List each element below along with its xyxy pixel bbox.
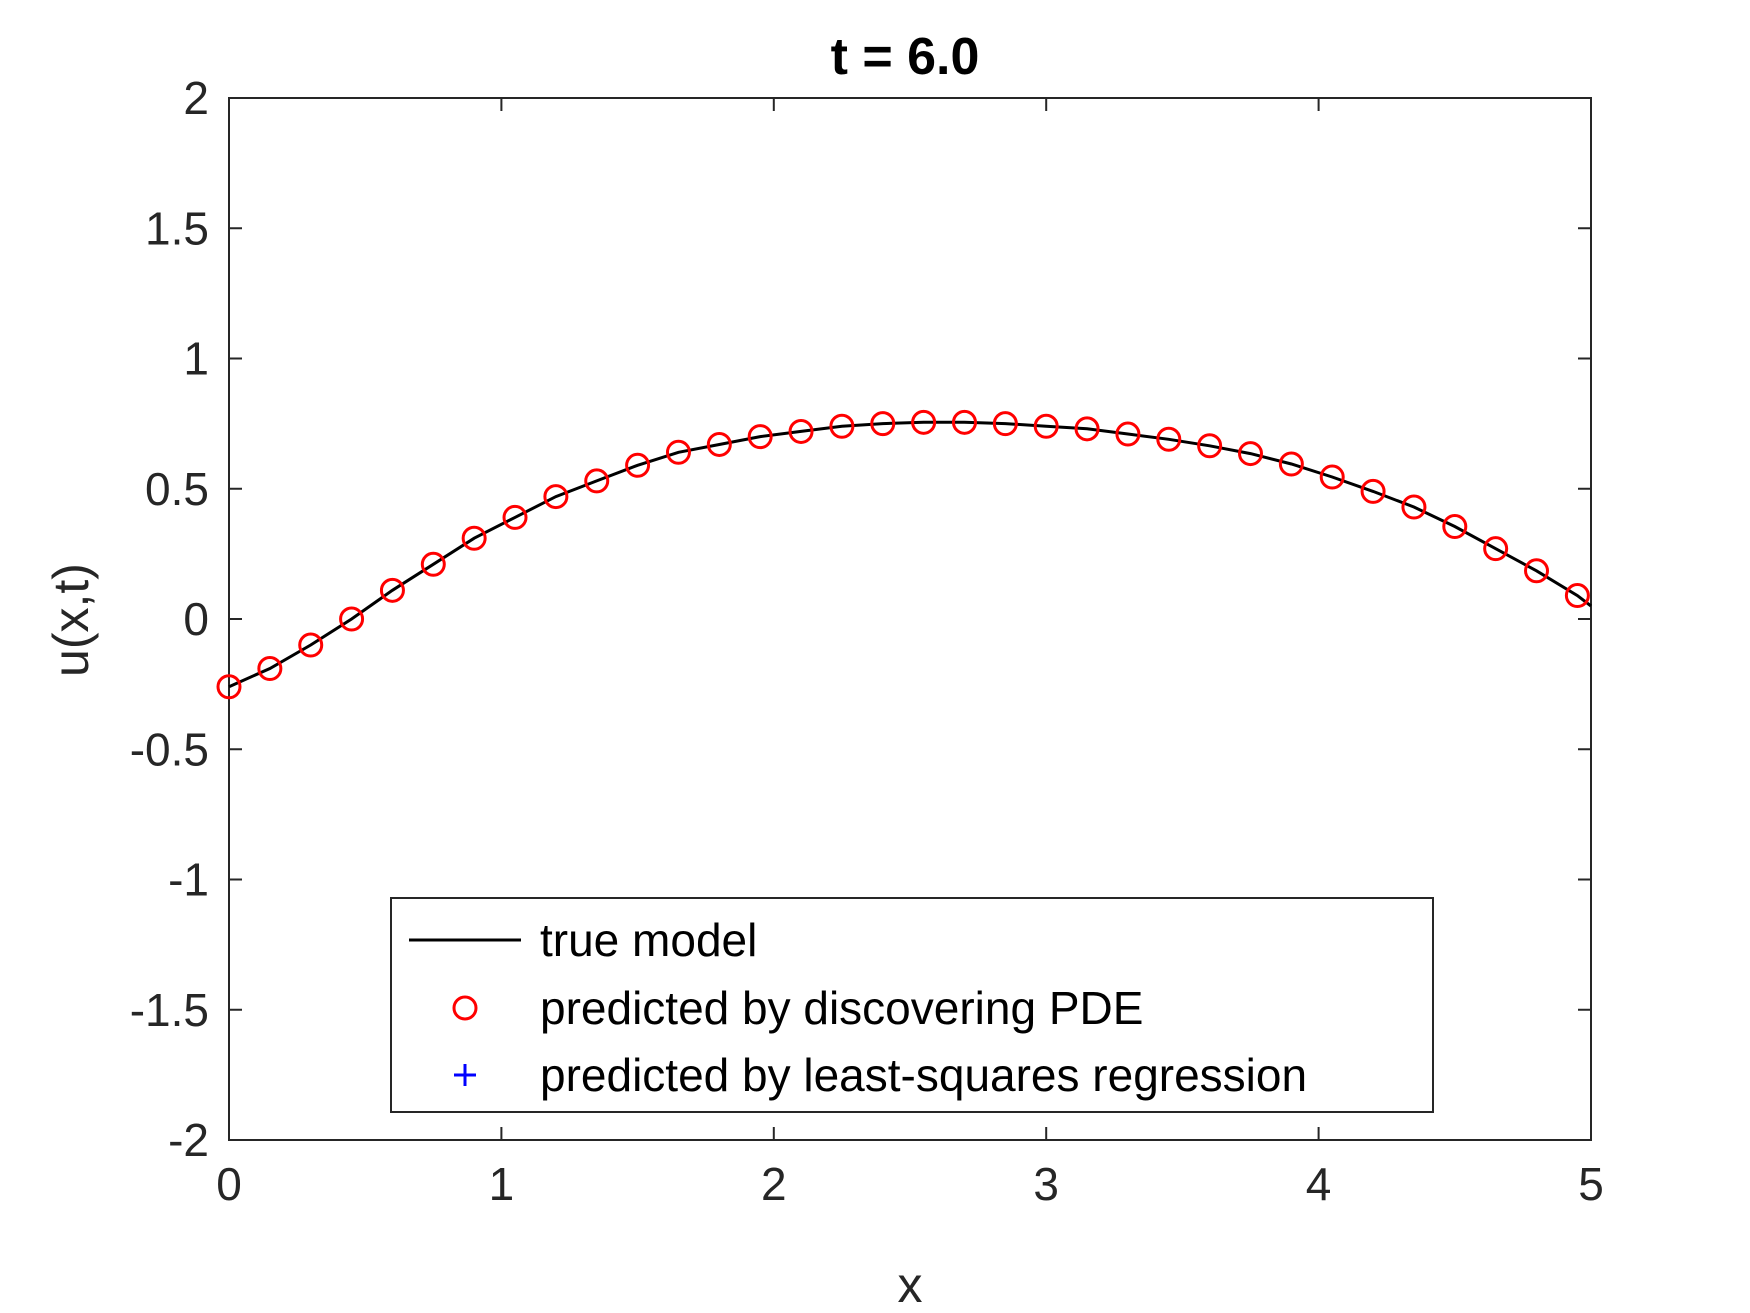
legend-icon-plus bbox=[454, 1064, 476, 1086]
data-point-circle bbox=[747, 424, 773, 450]
data-point-circle bbox=[1319, 464, 1345, 490]
data-point-circle bbox=[870, 411, 896, 437]
data-point-circle bbox=[665, 439, 691, 465]
data-point-circle bbox=[1238, 441, 1263, 467]
data-point-circle bbox=[1033, 413, 1059, 439]
data-point-circle bbox=[379, 577, 405, 603]
data-point-circle bbox=[543, 484, 569, 510]
data-point-circle bbox=[1401, 494, 1427, 520]
y-tick-label: 0.5 bbox=[145, 463, 209, 515]
data-point-circle bbox=[829, 413, 855, 439]
data-point-circle bbox=[1524, 558, 1550, 584]
y-tick-label: -0.5 bbox=[130, 723, 209, 775]
data-point-circle bbox=[706, 431, 732, 457]
data-point-circle bbox=[951, 409, 977, 435]
data-point-circle bbox=[1197, 433, 1223, 459]
data-point-circle bbox=[461, 525, 487, 551]
data-point-circle bbox=[1442, 514, 1468, 540]
y-tick-label: 1 bbox=[183, 333, 209, 385]
data-point-circle bbox=[502, 504, 528, 530]
data-point-circle bbox=[1115, 421, 1141, 447]
legend-box bbox=[390, 897, 1434, 1113]
y-tick-label: -2 bbox=[168, 1114, 209, 1166]
legend-entry-label: predicted by discovering PDE bbox=[540, 982, 1143, 1034]
legend-entry-label: true model bbox=[540, 914, 757, 966]
x-tick-label: 5 bbox=[1578, 1158, 1604, 1210]
data-point-circle bbox=[992, 411, 1018, 437]
series-line-true-model bbox=[228, 420, 1592, 689]
data-point-circle bbox=[1483, 536, 1509, 562]
data-point-circle bbox=[625, 452, 651, 478]
data-point-circle bbox=[1074, 416, 1100, 442]
data-point-circle bbox=[1156, 426, 1182, 452]
data-point-circle bbox=[257, 655, 283, 681]
y-tick-label: 2 bbox=[183, 72, 209, 124]
data-point-circle bbox=[298, 632, 324, 658]
x-tick-label: 2 bbox=[761, 1158, 787, 1210]
y-tick-label: -1.5 bbox=[130, 984, 209, 1036]
y-tick-label: 1.5 bbox=[145, 202, 209, 254]
y-tick-label: -1 bbox=[168, 854, 209, 906]
x-tick-label: 3 bbox=[1033, 1158, 1059, 1210]
x-tick-label: 4 bbox=[1306, 1158, 1332, 1210]
data-point-circle bbox=[911, 409, 937, 435]
legend: true model predicted by discovering PDE pr… bbox=[390, 897, 1434, 1113]
chart-title: t = 6.0 bbox=[831, 28, 980, 86]
y-tick-label: 0 bbox=[183, 593, 209, 645]
legend-icon-circle bbox=[452, 995, 478, 1021]
y-axis-title: u(x,t) bbox=[43, 563, 99, 677]
data-point-circle bbox=[216, 674, 242, 700]
data-point-circle bbox=[339, 606, 365, 632]
data-point-circle bbox=[1360, 478, 1386, 504]
data-point-circle bbox=[584, 468, 610, 494]
data-point-circle bbox=[788, 418, 814, 444]
data-point-circle bbox=[1564, 583, 1590, 609]
data-point-circle bbox=[420, 551, 446, 577]
x-tick-label: 1 bbox=[489, 1158, 515, 1210]
x-axis-title: x bbox=[898, 1257, 923, 1313]
x-tick-label: 0 bbox=[216, 1158, 242, 1210]
data-point-circle bbox=[1278, 451, 1304, 477]
legend-entry-label: predicted by least-squares regression bbox=[540, 1049, 1307, 1101]
